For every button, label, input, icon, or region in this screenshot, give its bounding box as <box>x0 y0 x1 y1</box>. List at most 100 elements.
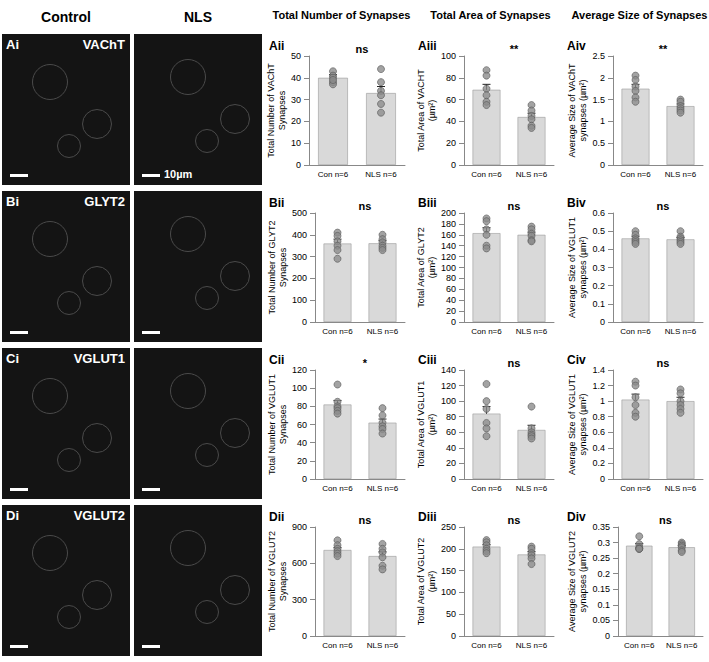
svg-text:0: 0 <box>451 160 456 170</box>
svg-text:NLS n=6: NLS n=6 <box>367 484 399 493</box>
svg-text:50: 50 <box>446 609 456 619</box>
svg-text:Average Size of VGLUT1: Average Size of VGLUT1 <box>567 374 577 475</box>
svg-text:0: 0 <box>302 631 307 641</box>
svg-text:Con n=6: Con n=6 <box>624 641 655 650</box>
svg-text:0.4: 0.4 <box>592 244 605 254</box>
svg-text:ns: ns <box>359 514 372 526</box>
svg-text:Total Area of VGLUT2: Total Area of VGLUT2 <box>416 538 426 626</box>
svg-text:30: 30 <box>291 95 301 105</box>
svg-text:100: 100 <box>441 51 456 61</box>
svg-text:ns: ns <box>508 514 521 526</box>
svg-text:180: 180 <box>441 219 456 229</box>
svg-text:Con n=6: Con n=6 <box>322 641 353 650</box>
svg-text:0: 0 <box>451 474 456 484</box>
svg-text:0.2: 0.2 <box>597 569 610 579</box>
svg-text:ns: ns <box>659 514 672 526</box>
svg-text:60: 60 <box>446 427 456 437</box>
svg-text:Civ: Civ <box>567 353 586 367</box>
svg-text:140: 140 <box>441 365 456 375</box>
svg-text:Total Area of VGLUT1: Total Area of VGLUT1 <box>416 381 426 469</box>
svg-text:0: 0 <box>600 317 605 327</box>
svg-text:synapses (µm²): synapses (µm²) <box>578 393 588 455</box>
svg-text:20: 20 <box>446 458 456 468</box>
svg-text:200: 200 <box>441 208 456 218</box>
svg-text:100: 100 <box>441 396 456 406</box>
svg-text:100: 100 <box>292 383 307 393</box>
svg-text:0.6: 0.6 <box>592 208 605 218</box>
svg-text:Total Area of Synapses: Total Area of Synapses <box>430 9 550 21</box>
svg-text:20: 20 <box>291 116 301 126</box>
svg-text:synapses (µm²): synapses (µm²) <box>578 550 588 612</box>
svg-text:(µm²): (µm²) <box>427 571 437 593</box>
svg-text:Con n=6: Con n=6 <box>471 641 502 650</box>
svg-text:300: 300 <box>292 252 307 262</box>
svg-text:0: 0 <box>600 160 605 170</box>
svg-text:100: 100 <box>441 263 456 273</box>
svg-text:0.2: 0.2 <box>592 458 605 468</box>
svg-text:150: 150 <box>441 566 456 576</box>
svg-text:NLS n=6: NLS n=6 <box>516 327 548 336</box>
svg-text:50: 50 <box>291 51 301 61</box>
svg-text:1.4: 1.4 <box>592 365 605 375</box>
svg-text:NLS n=6: NLS n=6 <box>367 327 399 336</box>
svg-text:Cii: Cii <box>269 353 284 367</box>
svg-text:Average Size of VAChT: Average Size of VAChT <box>567 63 577 158</box>
svg-text:ns: ns <box>359 200 372 212</box>
svg-text:**: ** <box>659 43 668 55</box>
svg-text:Biv: Biv <box>567 196 586 210</box>
svg-text:0.35: 0.35 <box>592 522 610 532</box>
svg-text:0.3: 0.3 <box>597 538 610 548</box>
svg-text:0.8: 0.8 <box>592 412 605 422</box>
svg-text:ns: ns <box>508 200 521 212</box>
svg-text:40: 40 <box>446 443 456 453</box>
svg-text:250: 250 <box>441 522 456 532</box>
svg-text:0: 0 <box>302 317 307 327</box>
svg-text:40: 40 <box>291 73 301 83</box>
svg-text:Average Size of VGLUT1: Average Size of VGLUT1 <box>567 217 577 318</box>
svg-text:2: 2 <box>600 73 605 83</box>
svg-text:120: 120 <box>441 252 456 262</box>
svg-text:Aiv: Aiv <box>567 39 586 53</box>
svg-text:ns: ns <box>356 43 369 55</box>
svg-text:0: 0 <box>296 160 301 170</box>
svg-text:Con n=6: Con n=6 <box>620 327 651 336</box>
svg-text:NLS n=6: NLS n=6 <box>665 170 697 179</box>
svg-text:NLS n=6: NLS n=6 <box>666 641 698 650</box>
svg-text:**: ** <box>510 43 519 55</box>
svg-text:Total Area of VACHT: Total Area of VACHT <box>416 69 426 152</box>
svg-text:Con n=6: Con n=6 <box>322 484 353 493</box>
svg-text:Con n=6: Con n=6 <box>318 170 349 179</box>
svg-text:Synapses: Synapses <box>278 561 288 601</box>
svg-text:300: 300 <box>292 595 307 605</box>
svg-text:100: 100 <box>292 295 307 305</box>
svg-text:ns: ns <box>657 200 670 212</box>
svg-text:40: 40 <box>446 116 456 126</box>
svg-text:80: 80 <box>446 73 456 83</box>
svg-text:600: 600 <box>292 558 307 568</box>
svg-text:synapses (µm²): synapses (µm²) <box>578 236 588 298</box>
svg-text:Con n=6: Con n=6 <box>620 484 651 493</box>
svg-text:(µm²): (µm²) <box>427 414 437 436</box>
svg-text:400: 400 <box>292 230 307 240</box>
svg-text:Bii: Bii <box>269 196 284 210</box>
svg-text:40: 40 <box>446 295 456 305</box>
svg-text:0.05: 0.05 <box>592 615 610 625</box>
svg-text:ns: ns <box>657 357 670 369</box>
svg-text:0.5: 0.5 <box>592 226 605 236</box>
svg-text:NLS n=6: NLS n=6 <box>365 170 397 179</box>
svg-text:(µm²): (µm²) <box>427 257 437 279</box>
svg-text:0.3: 0.3 <box>592 263 605 273</box>
svg-text:Aii: Aii <box>269 39 284 53</box>
svg-text:0.1: 0.1 <box>597 600 610 610</box>
svg-text:Con n=6: Con n=6 <box>471 170 502 179</box>
svg-text:60: 60 <box>446 284 456 294</box>
svg-text:Aiii: Aiii <box>418 39 437 53</box>
svg-text:0: 0 <box>451 317 456 327</box>
svg-text:40: 40 <box>297 438 307 448</box>
svg-text:0: 0 <box>451 631 456 641</box>
svg-text:Total Number of GLYT2: Total Number of GLYT2 <box>267 221 277 315</box>
svg-text:60: 60 <box>446 95 456 105</box>
svg-text:Total Number of VGLUT2: Total Number of VGLUT2 <box>267 531 277 632</box>
svg-text:Diii: Diii <box>418 510 437 524</box>
svg-text:10: 10 <box>291 138 301 148</box>
